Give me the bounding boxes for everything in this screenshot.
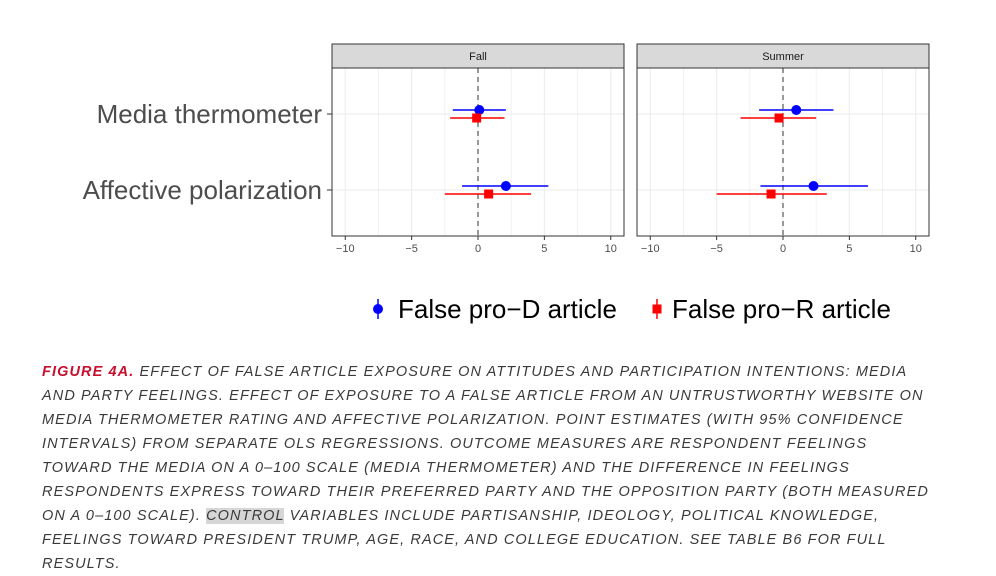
legend-label: False pro−D article bbox=[398, 294, 617, 324]
panel-summer: Summer −10 −5 0 5 10 bbox=[636, 43, 930, 255]
figure-caption: FIGURE 4A. EFFECT OF FALSE ARTICLE EXPOS… bbox=[42, 360, 942, 576]
x-tick-label: 0 bbox=[780, 243, 786, 255]
panel-strip bbox=[331, 43, 625, 69]
category-labels: Media thermometer Affective polarization bbox=[83, 99, 332, 205]
panel-strip-label: Fall bbox=[469, 51, 487, 63]
point-estimate bbox=[484, 189, 494, 199]
x-tick-label: −10 bbox=[336, 243, 355, 255]
x-tick-label: −10 bbox=[641, 243, 660, 255]
panel-strip-label: Summer bbox=[762, 51, 804, 63]
legend: False pro−D article False pro−R article bbox=[373, 294, 891, 324]
legend-label: False pro−R article bbox=[672, 294, 891, 324]
point-estimate bbox=[472, 113, 482, 123]
point-estimate bbox=[808, 181, 819, 191]
legend-key-square bbox=[652, 304, 662, 314]
category-label: Media thermometer bbox=[97, 99, 323, 129]
panel-fall: Fall −10 −5 0 5 10 bbox=[331, 43, 625, 255]
point-estimate bbox=[766, 189, 776, 199]
x-tick-label: 10 bbox=[910, 243, 922, 255]
x-tick-label: −5 bbox=[405, 243, 418, 255]
category-label: Affective polarization bbox=[83, 175, 322, 205]
caption-highlighted-word: CONTROL bbox=[206, 508, 285, 524]
facet-panels: Fall −10 −5 0 5 10 Summer −10 −5 0 5 10 bbox=[331, 43, 930, 255]
panel-strip bbox=[636, 43, 930, 69]
x-tick-label: 0 bbox=[475, 243, 481, 255]
x-tick-label: 5 bbox=[541, 243, 547, 255]
caption-label: FIGURE 4A. bbox=[42, 364, 135, 380]
x-tick-label: 10 bbox=[605, 243, 617, 255]
x-tick-label: 5 bbox=[846, 243, 852, 255]
point-estimate bbox=[474, 105, 485, 115]
point-estimate bbox=[500, 181, 511, 191]
x-tick-label: −5 bbox=[710, 243, 723, 255]
point-estimate bbox=[791, 105, 802, 115]
caption-text-part2: VARIABLES INCLUDE PARTISANSHIP, IDEOLOGY… bbox=[42, 508, 887, 572]
legend-key-circle bbox=[373, 304, 383, 314]
caption-text-part1: EFFECT OF FALSE ARTICLE EXPOSURE ON ATTI… bbox=[42, 364, 929, 524]
point-estimate bbox=[774, 113, 784, 123]
